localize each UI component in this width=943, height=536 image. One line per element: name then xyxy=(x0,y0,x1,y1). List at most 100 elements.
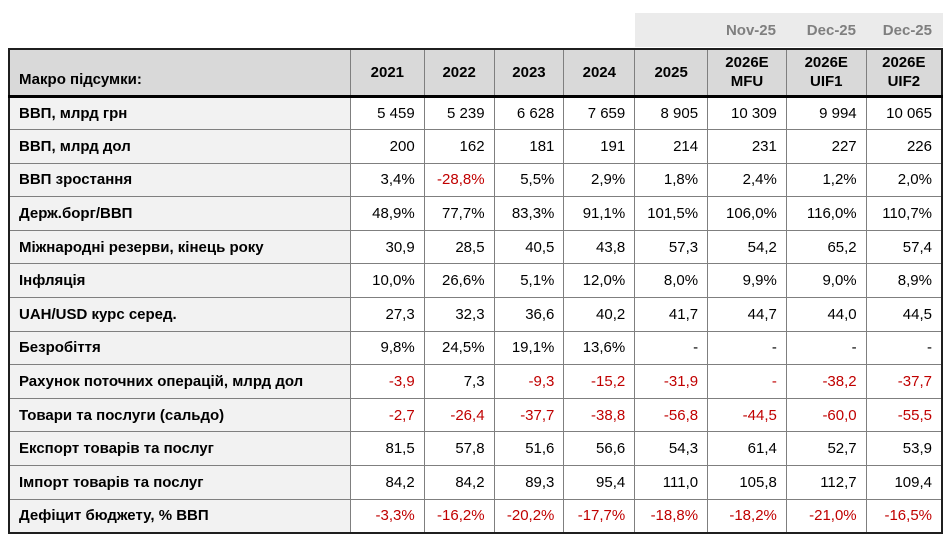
value-cell: -9,3 xyxy=(493,364,565,399)
value-cell: 19,1% xyxy=(493,330,565,366)
value-cell: 8 905 xyxy=(634,95,709,131)
value-cell: 109,4 xyxy=(865,465,943,500)
value-cell: -31,9 xyxy=(634,364,709,399)
value-cell: 112,7 xyxy=(785,465,867,500)
row-label-cell: Безробіття xyxy=(8,330,351,366)
row-label-cell: ВВП, млрд грн xyxy=(8,95,351,131)
value-cell: -17,7% xyxy=(563,498,636,534)
value-cell: -2,7 xyxy=(349,397,425,433)
forecast-header-line2: MFU xyxy=(730,73,764,91)
value-cell: 226 xyxy=(865,129,943,164)
value-cell: 95,4 xyxy=(563,465,636,500)
value-cell: 106,0% xyxy=(707,196,787,231)
year-header-label: 2022 xyxy=(442,63,476,81)
table-body: ВВП, млрд грн 5 459 5 239 6 628 7 659 8 905 10… xyxy=(8,95,943,534)
value-cell: 81,5 xyxy=(349,431,425,467)
row-label-cell: ВВП зростання xyxy=(8,162,351,198)
value-cell: 84,2 xyxy=(423,465,495,500)
value-cell: 91,1% xyxy=(563,196,636,231)
value-cell: 191 xyxy=(563,129,636,164)
value-cell: 9,8% xyxy=(349,330,425,366)
value-cell: 30,9 xyxy=(349,229,425,265)
value-cell: 13,6% xyxy=(563,330,636,366)
forecast-header-line2: UIF2 xyxy=(887,73,921,91)
value-cell: -15,2 xyxy=(563,364,636,399)
year-header-label: 2023 xyxy=(512,63,546,81)
value-cell: 2,4% xyxy=(707,162,787,198)
value-cell: 214 xyxy=(634,129,709,164)
table-row: Міжнародні резерви, кінець року 30,9 28,5 4… xyxy=(8,229,943,265)
value-cell: 56,6 xyxy=(563,431,636,467)
table-row: Експорт товарів та послуг 81,5 57,8 51,6 56,… xyxy=(8,431,943,467)
value-cell: -55,5 xyxy=(865,397,943,433)
value-cell: 65,2 xyxy=(785,229,867,265)
forecast-date-band: Nov-25 Dec-25 Dec-25 xyxy=(635,13,943,47)
value-cell: 162 xyxy=(423,129,495,164)
row-label-cell: Експорт товарів та послуг xyxy=(8,431,351,467)
table-row: ВВП, млрд грн 5 459 5 239 6 628 7 659 8 905 10… xyxy=(8,95,943,131)
value-cell: 44,0 xyxy=(785,297,867,332)
value-cell: 7,3 xyxy=(423,364,495,399)
value-cell: 28,5 xyxy=(423,229,495,265)
value-cell: 26,6% xyxy=(423,263,495,299)
year-header-label: 2025 xyxy=(654,63,688,81)
row-label-cell: Товари та послуги (сальдо) xyxy=(8,397,351,433)
row-label-cell: Інфляція xyxy=(8,263,351,299)
value-cell: -3,3% xyxy=(349,498,425,534)
value-cell: -18,8% xyxy=(634,498,709,534)
year-header-label: 2024 xyxy=(582,63,616,81)
value-cell: - xyxy=(865,330,943,366)
value-cell: -16,2% xyxy=(423,498,495,534)
value-cell: -20,2% xyxy=(493,498,565,534)
value-cell: 57,3 xyxy=(634,229,709,265)
value-cell: 105,8 xyxy=(707,465,787,500)
value-cell: -26,4 xyxy=(423,397,495,433)
value-cell: 10 065 xyxy=(865,95,943,131)
value-cell: 111,0 xyxy=(634,465,709,500)
forecast-date-label: Dec-25 xyxy=(806,21,856,39)
table-row: Дефіцит бюджету, % ВВП -3,3% -16,2% -20,2% -… xyxy=(8,498,943,534)
row-label-cell: Рахунок поточних операцій, млрд дол xyxy=(8,364,351,399)
value-cell: 110,7% xyxy=(865,196,943,231)
value-cell: 9 994 xyxy=(785,95,867,131)
value-cell: -38,2 xyxy=(785,364,867,399)
forecast-date-label: Dec-25 xyxy=(882,21,932,39)
forecast-date-label: Nov-25 xyxy=(725,21,776,39)
value-cell: 2,0% xyxy=(865,162,943,198)
year-header-label: 2021 xyxy=(370,63,405,81)
value-cell: 231 xyxy=(707,129,787,164)
table-row: Інфляція 10,0% 26,6% 5,1% 12,0% 8,0% 9,9% 9,0% 8… xyxy=(8,263,943,299)
value-cell: 54,2 xyxy=(707,229,787,265)
row-label-cell: Імпорт товарів та послуг xyxy=(8,465,351,500)
macro-summary-table: Макро підсумки: 2021 2022 2023 2024 2025… xyxy=(8,48,943,534)
forecast-header-cell: 2026E MFU xyxy=(707,48,787,98)
value-cell: -16,5% xyxy=(865,498,943,534)
value-cell: - xyxy=(634,330,709,366)
value-cell: 5,1% xyxy=(493,263,565,299)
forecast-header-line1: 2026E xyxy=(804,54,848,72)
value-cell: 51,6 xyxy=(493,431,565,467)
value-cell: -38,8 xyxy=(563,397,636,433)
value-cell: 6 628 xyxy=(493,95,565,131)
value-cell: 43,8 xyxy=(563,229,636,265)
value-cell: 53,9 xyxy=(865,431,943,467)
value-cell: -56,8 xyxy=(634,397,709,433)
value-cell: - xyxy=(785,330,867,366)
value-cell: 181 xyxy=(493,129,565,164)
value-cell: 40,2 xyxy=(563,297,636,332)
value-cell: -44,5 xyxy=(707,397,787,433)
value-cell: 10 309 xyxy=(707,95,787,131)
value-cell: -37,7 xyxy=(865,364,943,399)
value-cell: 77,7% xyxy=(423,196,495,231)
value-cell: 89,3 xyxy=(493,465,565,500)
value-cell: -37,7 xyxy=(493,397,565,433)
value-cell: 9,0% xyxy=(785,263,867,299)
value-cell: 1,8% xyxy=(634,162,709,198)
forecast-header-line1: 2026E xyxy=(725,54,769,72)
table-row: Безробіття 9,8% 24,5% 19,1% 13,6% - - - - xyxy=(8,330,943,366)
value-cell: 3,4% xyxy=(349,162,425,198)
row-label-cell: Міжнародні резерви, кінець року xyxy=(8,229,351,265)
value-cell: 2,9% xyxy=(563,162,636,198)
value-cell: 61,4 xyxy=(707,431,787,467)
forecast-header-cell: 2026E UIF1 xyxy=(785,48,867,98)
